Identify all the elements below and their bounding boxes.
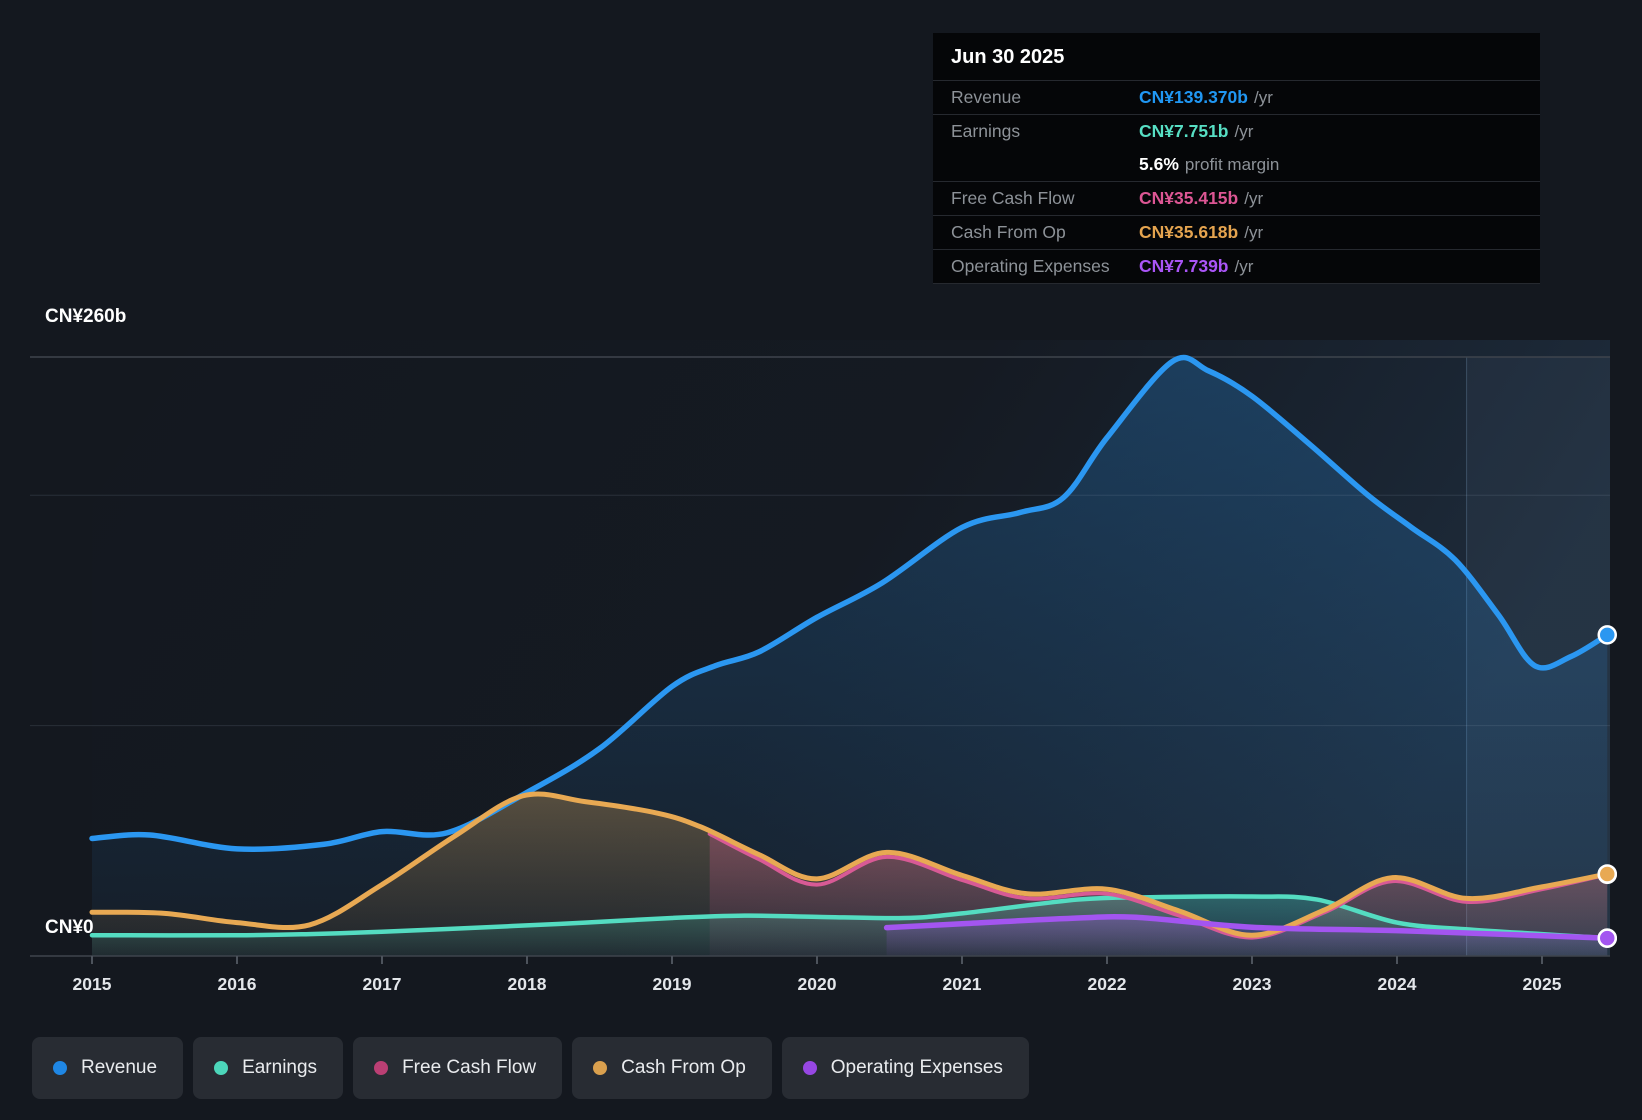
area-revenue: [92, 357, 1608, 956]
tooltip-row-operating-expenses: Operating Expenses CN¥7.739b/yr: [933, 250, 1540, 284]
x-tick-label-2024: 2024: [1378, 974, 1417, 994]
x-tick-label-2020: 2020: [798, 974, 837, 994]
tooltip-unit-text: /yr: [1253, 88, 1273, 107]
tooltip-row-value: CN¥139.370b/yr: [1139, 87, 1522, 108]
tooltip-unit-text: /yr: [1234, 122, 1254, 141]
tooltip-value-text: CN¥7.751b: [1139, 121, 1229, 141]
legend-item-label: Cash From Op: [621, 1057, 746, 1078]
legend-dot-icon: [214, 1061, 229, 1075]
legend-item-label: Free Cash Flow: [402, 1057, 537, 1078]
x-tick-label-2016: 2016: [218, 974, 257, 994]
tooltip-row-label: Earnings: [951, 121, 1021, 141]
tooltip-date: Jun 30 2025: [933, 33, 1540, 81]
tooltip-row-value: CN¥7.751b/yr: [1139, 121, 1522, 142]
legend-item-label: Operating Expenses: [830, 1057, 1003, 1078]
tooltip-row-label: Free Cash Flow: [951, 188, 1075, 208]
x-tick-label-2019: 2019: [653, 974, 692, 994]
x-tick-label-2018: 2018: [508, 974, 547, 994]
line-cash-from-op: [89, 791, 1610, 938]
tooltip-row-value: 5.6% profit margin: [1139, 154, 1522, 175]
endpoint-dot-operating-expenses[interactable]: [1597, 928, 1617, 948]
y-axis-zero-label: CN¥0: [45, 917, 94, 938]
tooltip-unit-text: /yr: [1234, 257, 1254, 276]
tooltip-row-revenue: Revenue CN¥139.370b/yr: [933, 81, 1540, 115]
y-axis-max-label: CN¥260b: [45, 306, 127, 327]
chart-legend: Revenue Earnings Free Cash Flow Cash From O…: [32, 1037, 1029, 1099]
tooltip-unit-text: profit margin: [1184, 155, 1280, 174]
tooltip-row-profit-margin: 5.6% profit margin: [933, 148, 1540, 182]
line-earnings: [89, 894, 1610, 941]
legend-dot-icon: [593, 1061, 608, 1075]
tooltip-value-text: CN¥139.370b: [1139, 87, 1248, 107]
tooltip-row-label: Revenue: [951, 87, 1022, 107]
x-tick-label-2025: 2025: [1523, 974, 1562, 994]
tooltip-unit-text: /yr: [1244, 223, 1264, 242]
legend-dot-icon: [374, 1061, 389, 1075]
legend-item-label: Earnings: [242, 1057, 318, 1078]
tooltip-row-free-cash-flow: Free Cash Flow CN¥35.415b/yr: [933, 182, 1540, 216]
legend-item-earnings[interactable]: Earnings: [193, 1037, 344, 1099]
legend-dot-icon: [802, 1061, 817, 1075]
tooltip-value-text: CN¥7.739b: [1139, 256, 1229, 276]
endpoint-dot-revenue[interactable]: [1597, 625, 1617, 645]
line-operating-expenses: [883, 914, 1610, 941]
line-free-cash-flow: [707, 831, 1610, 940]
tooltip-unit-text: /yr: [1244, 189, 1264, 208]
x-tick-label-2017: 2017: [363, 974, 402, 994]
tooltip-panel: Jun 30 2025 Revenue CN¥139.370b/yr Earning…: [933, 33, 1540, 284]
x-tick-label-2021: 2021: [943, 974, 982, 994]
tooltip-row-value: CN¥35.618b/yr: [1139, 222, 1522, 243]
tooltip-row-value: CN¥7.739b/yr: [1139, 256, 1522, 277]
x-tick-label-2023: 2023: [1233, 974, 1272, 994]
tooltip-value-text: CN¥35.415b: [1139, 188, 1239, 208]
endpoint-dot-cash-from-op[interactable]: [1597, 864, 1617, 884]
tooltip-row-value: CN¥35.415b/yr: [1139, 188, 1522, 209]
legend-item-label: Revenue: [81, 1057, 158, 1078]
legend-item-operating-expenses[interactable]: Operating Expenses: [781, 1037, 1029, 1099]
tooltip-row-earnings: Earnings CN¥7.751b/yr: [933, 115, 1540, 148]
x-tick-label-2015: 2015: [73, 974, 112, 994]
tooltip-row-label: Operating Expenses: [951, 256, 1110, 276]
x-tick-label-2022: 2022: [1088, 974, 1127, 994]
legend-item-revenue[interactable]: Revenue: [32, 1037, 184, 1099]
legend-dot-icon: [53, 1061, 67, 1075]
legend-item-cash-from-op[interactable]: Cash From Op: [572, 1037, 772, 1099]
line-revenue: [89, 354, 1610, 853]
legend-item-free-cash-flow[interactable]: Free Cash Flow: [353, 1037, 563, 1099]
tooltip-value-text: CN¥35.618b: [1139, 222, 1239, 242]
tooltip-value-text: 5.6%: [1139, 154, 1179, 174]
tooltip-row-label: Cash From Op: [951, 222, 1066, 242]
tooltip-rows: Revenue CN¥139.370b/yr Earnings CN¥7.751b/y…: [933, 81, 1540, 284]
tooltip-row-cash-from-op: Cash From Op CN¥35.618b/yr: [933, 216, 1540, 250]
